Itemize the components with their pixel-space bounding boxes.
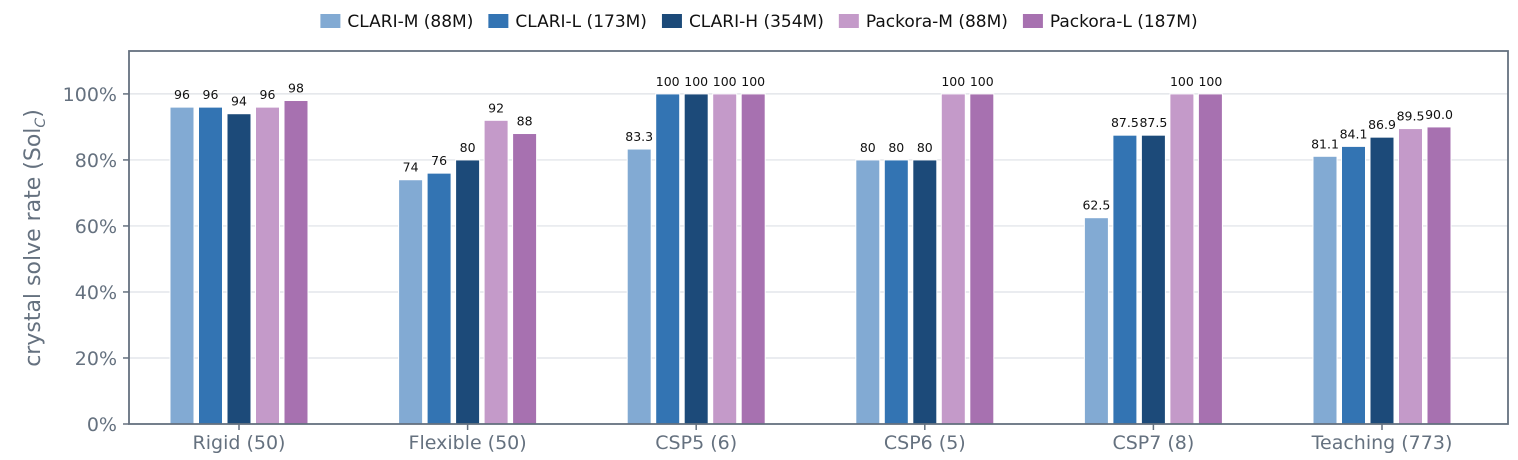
bar-value-label: 100	[713, 74, 737, 89]
legend-label: CLARI-H (354M)	[689, 12, 824, 32]
bar	[1369, 136, 1395, 425]
bar-value-label: 80	[888, 140, 904, 155]
bar	[255, 106, 280, 425]
y-axis-label-main: crystal solve rate (Sol	[21, 128, 46, 367]
x-tick-label: CSP7 (8)	[1112, 432, 1194, 454]
legend-swatch	[838, 14, 859, 28]
bar-value-label: 96	[174, 87, 190, 102]
bar	[426, 172, 452, 425]
legend-label: Packora-L (187M)	[1050, 12, 1198, 32]
legend: CLARI-M (88M) CLARI-L (173M) CLARI-H (354M…	[320, 12, 1198, 32]
bar-value-label: 100	[684, 74, 708, 89]
x-tick-label: Teaching (773)	[1311, 432, 1453, 454]
bar-value-label: 84.1	[1340, 126, 1368, 141]
x-tick-label: Rigid (50)	[193, 432, 286, 454]
legend-swatch	[488, 14, 509, 28]
bar-value-label: 98	[288, 81, 304, 96]
bar-value-label: 89.5	[1397, 109, 1425, 124]
bar-value-label: 90.0	[1425, 107, 1453, 122]
legend-swatch	[320, 14, 341, 28]
bar	[1341, 145, 1366, 425]
data-labels: 96 96 94 96 98 74 76 80 92 88 83.3 100 100 100 100 80 80…	[174, 74, 1453, 213]
x-tick-label: Flexible (50)	[409, 432, 527, 454]
bar-value-label: 62.5	[1082, 198, 1110, 213]
y-tick-label: 60%	[75, 216, 117, 238]
bars	[169, 93, 1452, 425]
bar-value-label: 100	[941, 74, 965, 89]
bar-value-label: 100	[1198, 74, 1222, 89]
bar	[712, 93, 738, 425]
bar	[940, 93, 966, 425]
bar	[1112, 134, 1138, 425]
bar-value-label: 74	[403, 160, 419, 175]
bar	[169, 106, 195, 425]
bar	[512, 133, 538, 425]
bar	[883, 159, 909, 425]
bar-value-label: 80	[860, 140, 876, 155]
bar	[483, 119, 509, 425]
bar-value-label: 100	[741, 74, 765, 89]
bar	[626, 148, 652, 425]
bar-value-label: 88	[517, 114, 533, 129]
x-tick-label: CSP5 (6)	[655, 432, 737, 454]
bar	[969, 93, 995, 425]
bar-value-label: 96	[203, 87, 219, 102]
bar	[198, 106, 223, 425]
bar	[226, 113, 252, 425]
bar	[1083, 217, 1109, 425]
bar	[283, 100, 309, 425]
legend-item: CLARI-L (173M)	[488, 12, 647, 32]
legend-swatch	[661, 14, 682, 28]
bar	[1197, 93, 1223, 425]
legend-swatch	[1022, 14, 1043, 28]
bar-value-label: 100	[656, 74, 680, 89]
grid-lines	[129, 93, 1508, 359]
bar	[855, 159, 881, 425]
bar	[740, 93, 766, 425]
bar-value-label: 80	[917, 140, 933, 155]
bar	[1312, 155, 1338, 425]
legend-item: CLARI-H (354M)	[661, 12, 824, 32]
legend-label: CLARI-L (173M)	[515, 12, 647, 32]
bar-value-label: 100	[970, 74, 994, 89]
legend-item: CLARI-M (88M)	[320, 12, 473, 32]
bar-value-label: 76	[431, 153, 447, 168]
bar-value-label: 96	[260, 87, 276, 102]
y-tick-label: 80%	[75, 150, 117, 172]
bar-value-label: 80	[460, 140, 476, 155]
bar-value-label: 81.1	[1311, 136, 1339, 151]
legend-item: Packora-M (88M)	[838, 12, 1008, 32]
legend-label: CLARI-M (88M)	[347, 12, 473, 32]
legend-label: Packora-M (88M)	[866, 12, 1008, 32]
plot-frame	[128, 50, 1509, 425]
bar	[1169, 93, 1195, 425]
axes: 0% 20% 40% 60% 80% 100% Rigid (50) Flexible (50…	[63, 50, 1509, 454]
bar-value-label: 100	[1170, 74, 1194, 89]
y-tick-label: 0%	[87, 414, 117, 436]
bar	[912, 159, 938, 425]
bar-value-label: 87.5	[1139, 115, 1167, 130]
y-axis-label-close: )	[21, 109, 46, 118]
bar-value-label: 87.5	[1111, 115, 1139, 130]
y-tick-label: 20%	[75, 348, 117, 370]
bar	[1140, 134, 1166, 425]
y-tick-label: 100%	[63, 84, 117, 106]
bar-value-label: 92	[488, 100, 504, 115]
bar	[1398, 128, 1423, 425]
y-axis-label-subscript: C	[33, 118, 49, 128]
y-axis-label: crystal solve rate (SolC)	[21, 109, 49, 367]
bar	[1426, 126, 1452, 425]
legend-item: Packora-L (187M)	[1022, 12, 1198, 32]
bar	[455, 159, 481, 425]
bar	[655, 93, 681, 425]
bar-value-label: 86.9	[1368, 117, 1396, 132]
bar-value-label: 94	[231, 94, 247, 109]
bar	[683, 93, 709, 425]
bar-value-label: 83.3	[625, 129, 653, 144]
bar	[398, 179, 424, 425]
y-tick-label: 40%	[75, 282, 117, 304]
x-tick-label: CSP6 (5)	[884, 432, 966, 454]
